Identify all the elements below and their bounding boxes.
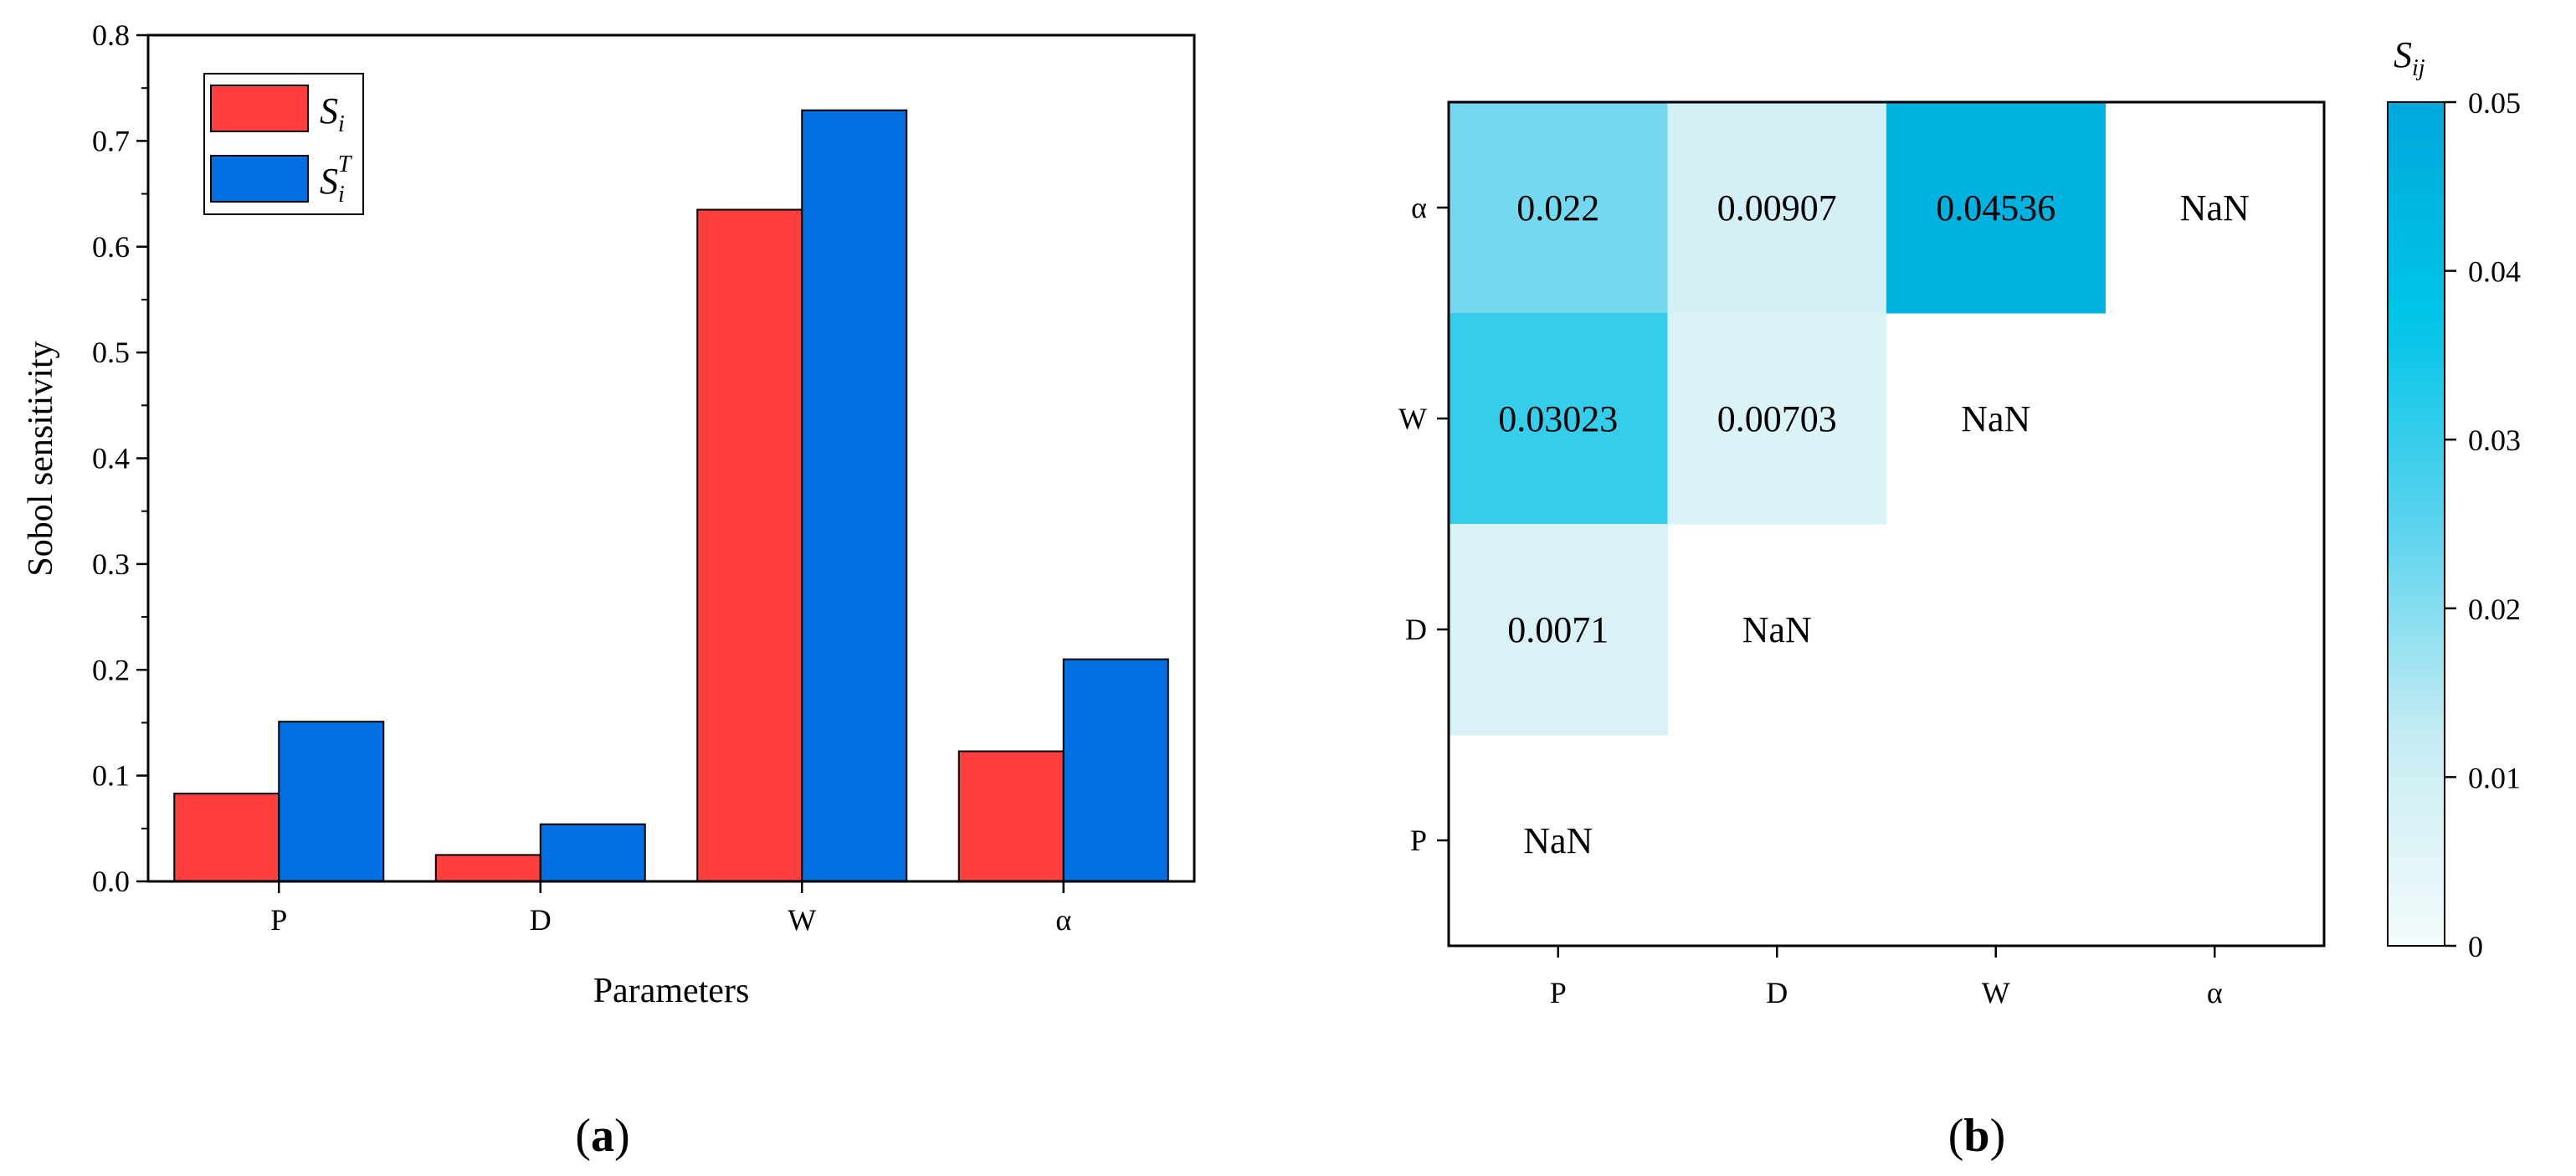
x-axis-label: Parameters (593, 972, 750, 1010)
cell-w-p-label: 0.03023 (1498, 398, 1618, 439)
bar-s-i-alpha (957, 750, 1065, 883)
cell-alpha-w-label: 0.04536 (1936, 187, 2055, 229)
bar-s-i-d (434, 854, 541, 882)
y-tick-label: 0.2 (92, 653, 130, 686)
colorbar-tick-label: 0.02 (2468, 593, 2521, 626)
y-tick-label: 0.3 (92, 547, 130, 581)
cell-d-p (1449, 524, 1668, 736)
cell-p-p-label: NaN (1523, 820, 1593, 861)
legend-swatch-s-i (210, 85, 309, 132)
y-tick-label: 0.6 (92, 230, 130, 264)
colorbar-tick-label: 0.04 (2468, 255, 2521, 289)
cell-d-p-label: 0.0071 (1507, 609, 1609, 650)
bar-s-i-t-d (539, 823, 646, 883)
heatmap-panel: 0.022 0.00907 0.04536 NaN 0.03023 0.00703 NaN 0… (1398, 34, 2521, 1162)
colorbar-tick-label: 0.05 (2468, 86, 2521, 120)
legend-label-s-i-t: SiT (320, 151, 353, 208)
heatmap-y-label-alpha: α (1411, 191, 1427, 224)
y-tick-label: 0.1 (92, 759, 130, 793)
bar-s-i-t-p (278, 721, 385, 883)
cell-w-p (1449, 313, 1668, 525)
y-tick-label: 0.5 (92, 336, 130, 369)
cell-alpha-p-label: 0.022 (1516, 187, 1599, 229)
cell-w-w-label: NaN (1961, 398, 2030, 439)
colorbar-tick-label: 0.03 (2468, 424, 2521, 457)
heatmap-x-label-d: D (1766, 976, 1788, 1009)
legend-label-s-i: Si (320, 90, 345, 137)
heatmap-y-label-d: D (1405, 613, 1427, 646)
cell-w-d (1667, 313, 1887, 525)
colorbar-tick-label: 0.01 (2468, 761, 2521, 794)
heatmap-frame (1447, 100, 2326, 947)
x-tick-label-d: D (530, 903, 552, 937)
x-tick-label-alpha: α (1055, 903, 1071, 937)
colorbar-ticks: 0 0.01 0.02 0.03 0.04 0.05 (2445, 86, 2521, 963)
x-tick-label-p: P (270, 903, 287, 937)
y-tick-label: 0.0 (92, 865, 130, 898)
y-tick-label: 0.4 (92, 442, 130, 475)
panel-label-a: (a) (575, 1110, 629, 1162)
legend-swatch-s-i-t (210, 155, 309, 203)
cell-alpha-alpha-label: NaN (2180, 187, 2250, 229)
heatmap-x-label-alpha: α (2207, 976, 2223, 1009)
x-tick-label-w: W (788, 903, 816, 937)
cell-w-d-label: 0.00703 (1717, 398, 1837, 439)
cell-alpha-p (1449, 102, 1668, 314)
heatmap-y-label-p: P (1410, 824, 1427, 857)
colorbar-tick-label: 0 (2468, 930, 2483, 963)
legend: Si SiT (203, 73, 364, 215)
y-tick-label: 0.7 (92, 124, 130, 157)
heatmap-cells: 0.022 0.00907 0.04536 NaN 0.03023 0.00703 NaN 0… (1449, 102, 2250, 861)
panel-label-b: (b) (1948, 1110, 2005, 1162)
cell-alpha-d-label: 0.00907 (1717, 187, 1837, 229)
cell-d-d-label: NaN (1742, 609, 1812, 650)
y-axis-ticks: 0.0 0.1 0.2 0.3 0.4 0.5 0.6 0.7 0.8 (92, 18, 148, 898)
bar-s-i-t-w (801, 109, 908, 882)
colorbar-title: Sij (2394, 34, 2425, 81)
cell-alpha-d (1667, 102, 1887, 314)
bar-s-i-w (696, 208, 803, 883)
y-axis-label: Sobol sensitivity (22, 341, 60, 576)
heatmap-y-label-w: W (1398, 402, 1427, 435)
colorbar (2387, 101, 2445, 947)
heatmap-x-label-p: P (1550, 976, 1567, 1009)
bar-s-i-t-alpha (1062, 658, 1169, 882)
cell-alpha-w (1886, 102, 2106, 314)
heatmap-x-label-w: W (1982, 976, 2010, 1009)
bar-group (173, 109, 1169, 883)
bar-s-i-p (173, 793, 280, 883)
y-tick-label: 0.8 (92, 18, 130, 52)
